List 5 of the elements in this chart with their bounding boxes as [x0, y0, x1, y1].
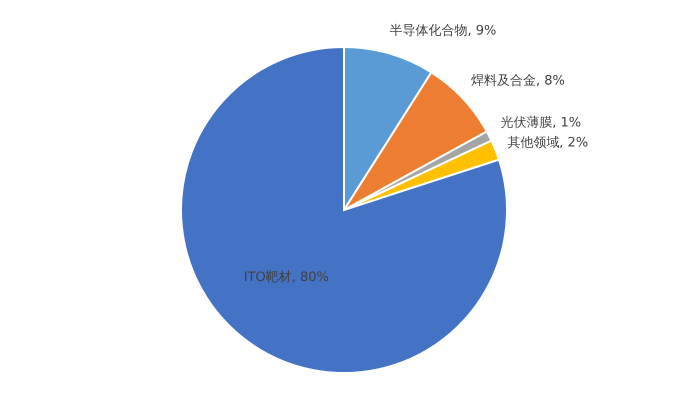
slice-label: 半导体化合物, 9% — [389, 24, 496, 39]
slice-label: 其他领域, 2% — [507, 135, 588, 150]
slice-label: 光伏薄膜, 1% — [500, 115, 582, 130]
slice-label: 焊料及合金, 8% — [470, 74, 565, 89]
slice-label: ITO靶材, 80% — [244, 270, 329, 286]
